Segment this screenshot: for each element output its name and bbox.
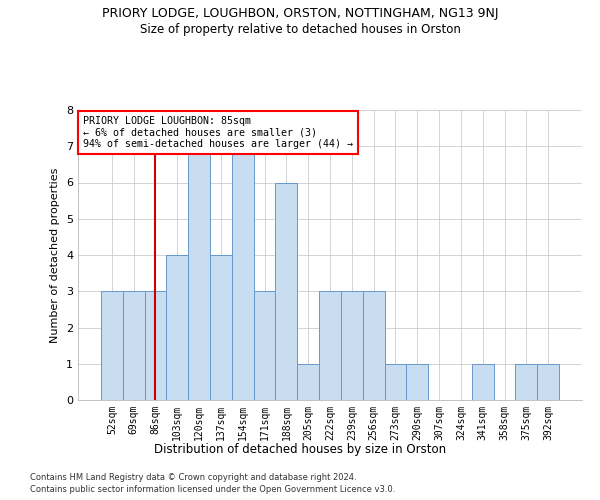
- Bar: [472, 364, 494, 400]
- Bar: [341, 291, 363, 400]
- Bar: [210, 255, 232, 400]
- Text: Distribution of detached houses by size in Orston: Distribution of detached houses by size …: [154, 442, 446, 456]
- Bar: [188, 146, 210, 400]
- Bar: [537, 364, 559, 400]
- Bar: [406, 364, 428, 400]
- Bar: [123, 291, 145, 400]
- Bar: [515, 364, 537, 400]
- Text: Size of property relative to detached houses in Orston: Size of property relative to detached ho…: [140, 22, 460, 36]
- Bar: [319, 291, 341, 400]
- Text: Contains HM Land Registry data © Crown copyright and database right 2024.: Contains HM Land Registry data © Crown c…: [30, 472, 356, 482]
- Bar: [363, 291, 385, 400]
- Y-axis label: Number of detached properties: Number of detached properties: [50, 168, 61, 342]
- Bar: [254, 291, 275, 400]
- Text: PRIORY LODGE LOUGHBON: 85sqm
← 6% of detached houses are smaller (3)
94% of semi: PRIORY LODGE LOUGHBON: 85sqm ← 6% of det…: [83, 116, 353, 149]
- Bar: [232, 146, 254, 400]
- Bar: [166, 255, 188, 400]
- Bar: [101, 291, 123, 400]
- Bar: [297, 364, 319, 400]
- Bar: [145, 291, 166, 400]
- Bar: [275, 182, 297, 400]
- Text: PRIORY LODGE, LOUGHBON, ORSTON, NOTTINGHAM, NG13 9NJ: PRIORY LODGE, LOUGHBON, ORSTON, NOTTINGH…: [102, 8, 498, 20]
- Text: Contains public sector information licensed under the Open Government Licence v3: Contains public sector information licen…: [30, 485, 395, 494]
- Bar: [385, 364, 406, 400]
